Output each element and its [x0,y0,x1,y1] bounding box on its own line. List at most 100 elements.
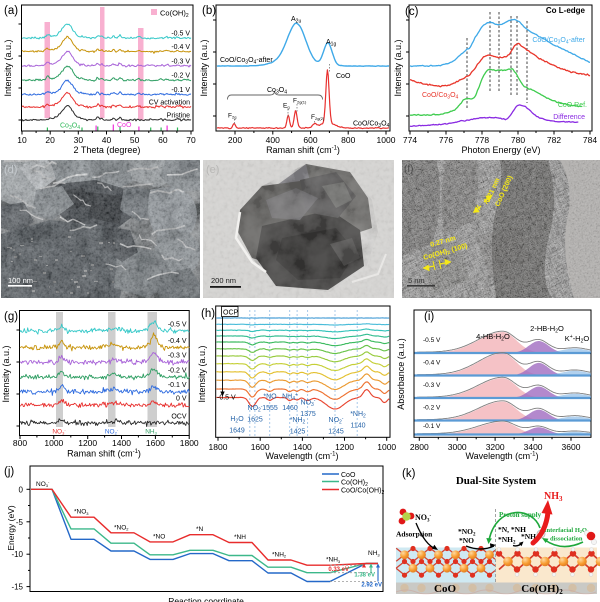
svg-text:200: 200 [228,135,242,145]
svg-text:20: 20 [45,135,55,145]
svg-text:1000: 1000 [377,442,396,452]
svg-text:*NO: *NO [459,536,474,545]
svg-text:CoO/Co(OH)2: CoO/Co(OH)2 [341,488,384,496]
svg-text:-10: -10 [11,550,23,559]
svg-text:Dual-Site System: Dual-Site System [456,475,536,487]
svg-text:-0.3 V: -0.3 V [423,382,441,389]
svg-text:A1g: A1g [326,39,336,47]
svg-text:60: 60 [158,135,168,145]
svg-text:Intensity (a.u.): Intensity (a.u.) [3,39,13,96]
svg-text:5 nm: 5 nm [408,276,425,285]
svg-text:1600: 1600 [251,442,270,452]
svg-text:Eg: Eg [283,103,290,110]
svg-text:*NH3: *NH3 [326,557,341,564]
svg-text:-0.3 V: -0.3 V [168,353,187,360]
svg-text:2800: 2800 [410,442,429,452]
svg-text:600: 600 [303,135,317,145]
svg-text:50: 50 [130,135,140,145]
svg-text:1140: 1140 [350,423,365,430]
svg-text:(j): (j) [4,466,14,478]
svg-text:1460: 1460 [282,405,298,412]
svg-text:CoO Ref.: CoO Ref. [558,102,587,109]
svg-text:Co3O4: Co3O4 [267,87,287,95]
svg-text:NH3: NH3 [368,550,380,557]
svg-text:*NH2: *NH2 [272,552,287,559]
svg-text:*NH2: *NH2 [290,417,306,425]
svg-text:Raman shift (cm-1): Raman shift (cm-1) [67,449,141,459]
svg-text:(a): (a) [4,5,18,17]
svg-text:Wavelength (cm-1): Wavelength (cm-1) [465,451,538,461]
svg-text:Photon Energy (eV): Photon Energy (eV) [461,145,540,155]
svg-text:Energy (eV): Energy (eV) [6,505,16,551]
svg-text:OCP: OCP [223,310,239,317]
svg-text:*NH2: *NH2 [498,535,516,545]
svg-text:-0.2 V: -0.2 V [168,368,187,375]
svg-text:1245: 1245 [328,429,344,436]
svg-text:Reaction coordinate: Reaction coordinate [168,596,244,602]
svg-text:774: 774 [403,135,417,145]
svg-text:0: 0 [19,485,24,494]
svg-text:-5: -5 [16,518,24,527]
svg-text:-0.2 V: -0.2 V [171,73,190,80]
svg-text:(f): (f) [404,164,413,175]
svg-text:A2u: A2u [291,16,301,24]
svg-text:(i): (i) [424,311,434,323]
svg-text:Difference: Difference [553,114,585,121]
svg-text:-0.5 V: -0.5 V [168,322,187,329]
svg-text:Proton supply: Proton supply [499,511,542,519]
svg-text:*N, *NH: *N, *NH [498,525,526,534]
svg-text:CoO: CoO [117,122,132,129]
svg-text:1.38 eV: 1.38 eV [354,573,375,579]
svg-text:CoO: CoO [434,583,456,595]
svg-text:NO3-: NO3- [415,513,432,523]
svg-text:1625: 1625 [247,417,263,424]
svg-text:OCV: OCV [171,414,187,421]
svg-text:-0.1 V: -0.1 V [171,87,190,94]
svg-text:3000: 3000 [448,442,467,452]
svg-text:1425: 1425 [290,429,306,436]
svg-text:Adsorption: Adsorption [396,530,433,539]
svg-text:Intensity (a.u.): Intensity (a.u.) [199,39,209,96]
svg-text:10: 10 [17,135,27,145]
svg-text:30: 30 [74,135,84,145]
svg-text:*NO2: *NO2 [458,527,476,537]
svg-text:*NO3: *NO3 [74,509,89,516]
svg-text:F2g: F2g [228,113,236,120]
svg-text:776: 776 [439,135,453,145]
svg-text:Intensity (a.u.): Intensity (a.u.) [393,39,403,96]
svg-text:1000: 1000 [44,438,63,448]
svg-text:Interfacial H2O: Interfacial H2O [544,527,587,534]
svg-text:NO2-: NO2- [105,427,119,436]
svg-text:-0.1 V: -0.1 V [423,423,441,430]
svg-text:784: 784 [583,135,597,145]
svg-text:*NO: *NO [263,394,277,401]
svg-text:K+-H2O: K+-H2O [565,334,590,344]
svg-text:100 nm: 100 nm [8,276,33,285]
svg-text:Pristine: Pristine [167,113,190,120]
svg-text:3200: 3200 [486,442,505,452]
svg-text:-0.2 V: -0.2 V [423,405,441,412]
svg-text:F2g(1): F2g(1) [293,98,307,105]
svg-text:200 nm: 200 nm [211,276,236,285]
svg-text:780: 780 [511,135,525,145]
svg-text:-0.4 V: -0.4 V [423,360,441,367]
svg-text:778: 778 [475,135,489,145]
svg-text:*NO2: *NO2 [114,524,129,531]
svg-text:(d): (d) [4,164,17,176]
svg-text:1200: 1200 [335,442,354,452]
svg-text:40: 40 [102,135,112,145]
svg-text:800: 800 [341,135,355,145]
svg-text:CoO/Co3O4-after: CoO/Co3O4-after [532,37,585,45]
svg-text:1555: 1555 [262,405,278,412]
svg-text:NO3-: NO3- [301,398,316,408]
svg-text:1375: 1375 [300,411,316,418]
svg-text:1200: 1200 [78,438,97,448]
svg-text:400: 400 [266,135,280,145]
svg-text:CoO/Co3O4-after: CoO/Co3O4-after [220,57,273,65]
svg-text:800: 800 [13,438,27,448]
svg-text:Intensity (a.u.): Intensity (a.u.) [1,345,11,402]
svg-text:*NH: *NH [234,534,246,541]
svg-text:NH3: NH3 [145,429,157,436]
svg-text:-0.4 V: -0.4 V [168,338,187,345]
svg-text:NO2-: NO2- [248,403,263,413]
